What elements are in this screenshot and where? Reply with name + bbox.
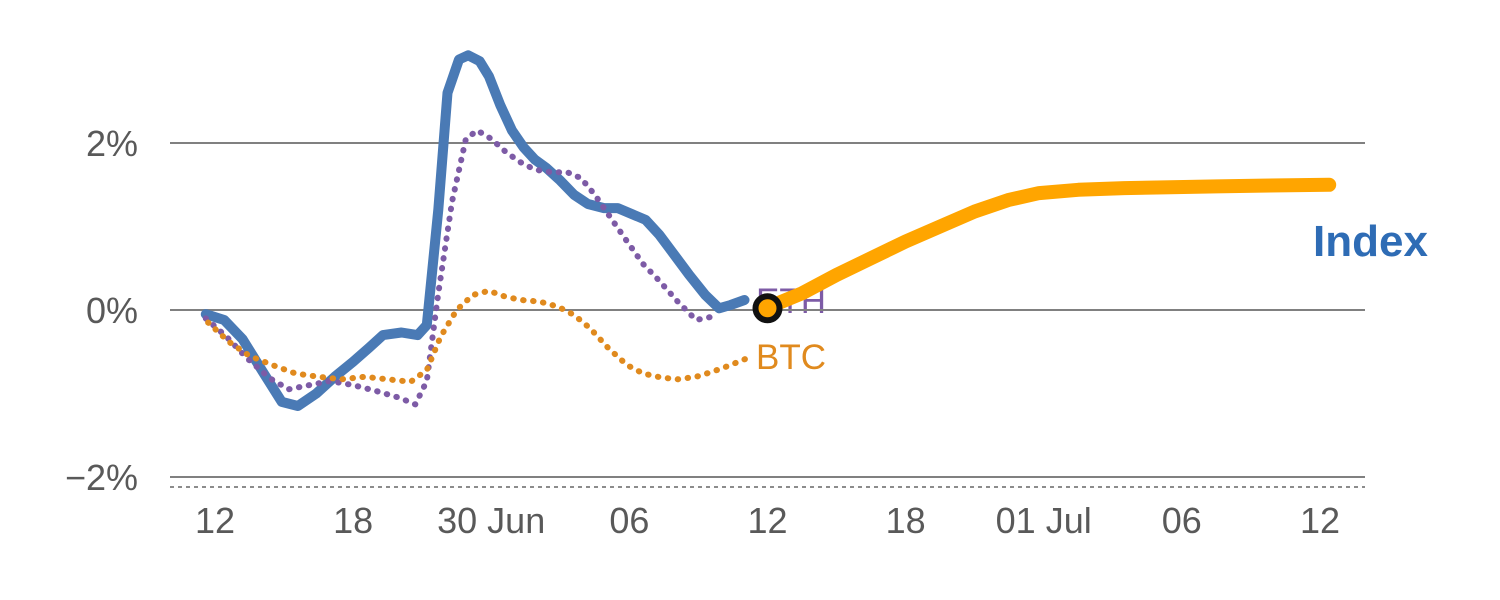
y-tick-label: −2% <box>65 457 138 498</box>
x-tick-label: 06 <box>609 500 649 541</box>
series-index <box>200 50 750 411</box>
x-tick-label: 12 <box>1300 500 1340 541</box>
x-tick-label: 06 <box>1162 500 1202 541</box>
x-tick-label: 12 <box>747 500 787 541</box>
x-tick-label: 30 Jun <box>437 500 545 541</box>
btc-series-label: BTC <box>756 338 826 377</box>
x-tick-label: 18 <box>886 500 926 541</box>
series-eth <box>202 127 716 408</box>
index-series-label: Index <box>1313 217 1428 266</box>
x-tick-label: 01 Jul <box>996 500 1092 541</box>
y-tick-label: 0% <box>86 290 138 331</box>
current-point-marker <box>752 293 783 324</box>
x-tick-label: 12 <box>195 500 235 541</box>
series-index_forward <box>760 177 1337 315</box>
x-tick-label: 18 <box>333 500 373 541</box>
y-tick-label: 2% <box>86 123 138 164</box>
series-btc <box>205 287 750 385</box>
